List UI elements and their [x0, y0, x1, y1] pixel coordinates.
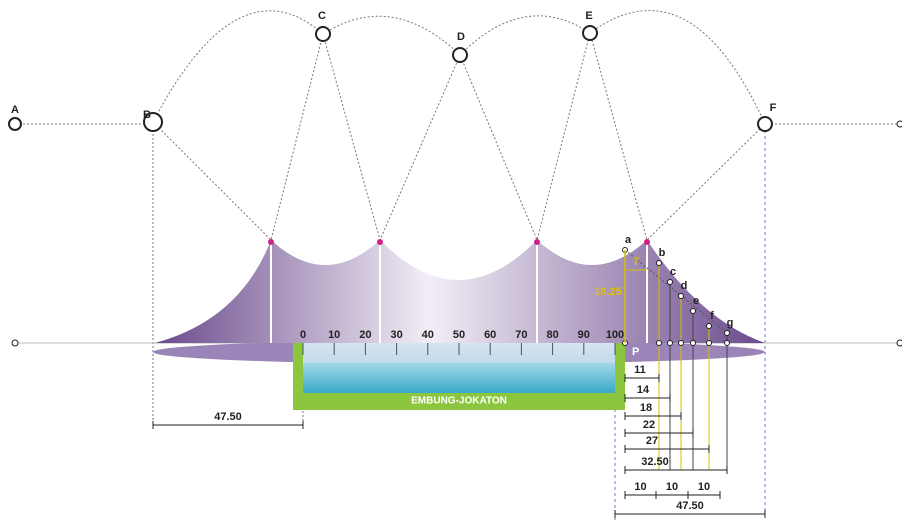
- diag: [624, 249, 728, 334]
- bottom-dim-label: 47.50: [676, 500, 704, 512]
- base-point: [706, 340, 712, 346]
- sub-label: b: [659, 247, 666, 259]
- scale-label: 30: [390, 329, 402, 341]
- sub-point: [724, 330, 730, 336]
- node: [143, 112, 163, 132]
- end-point: [896, 120, 902, 128]
- node: [8, 117, 22, 131]
- sub-label: d: [681, 280, 688, 292]
- node-label: E: [585, 10, 592, 22]
- left-dim-label: 47.50: [214, 411, 242, 423]
- node-label: A: [11, 104, 19, 116]
- scale-label: 70: [515, 329, 527, 341]
- node-label: C: [318, 10, 326, 22]
- scale-label: 90: [578, 329, 590, 341]
- stack-dim-label: 27: [646, 435, 658, 447]
- sub-point: [706, 323, 712, 329]
- scale-label: 40: [422, 329, 434, 341]
- spacing-dim-label: 10: [666, 481, 678, 493]
- sub-point: [656, 260, 662, 266]
- node-label: F: [770, 102, 777, 114]
- spacing-dim-label: 10: [698, 481, 710, 493]
- base-point: [724, 340, 730, 346]
- scale-label: 100: [606, 329, 624, 341]
- poles: [270, 240, 648, 343]
- sub-point: [667, 279, 673, 285]
- base-point: [678, 340, 684, 346]
- scale-label: 80: [546, 329, 558, 341]
- node: [582, 25, 598, 41]
- stack-dim-label: 22: [643, 419, 655, 431]
- sub-label: a: [625, 234, 632, 246]
- node: [315, 26, 331, 42]
- scale-label: 0: [300, 329, 306, 341]
- membrane: [155, 240, 765, 343]
- base-point: [656, 340, 662, 346]
- sub-point: [678, 293, 684, 299]
- node-label: B: [143, 109, 151, 121]
- scale-label: 20: [359, 329, 371, 341]
- end-point: [11, 339, 19, 347]
- scale-label: 50: [453, 329, 465, 341]
- pole-tips: [268, 239, 650, 245]
- base-point: [690, 340, 696, 346]
- stack-dim-label: 14: [637, 384, 650, 396]
- sub-point: [690, 308, 696, 314]
- pond-label: EMBUNG-JOKATON: [411, 396, 507, 407]
- scale-label: 10: [328, 329, 340, 341]
- stack-dim-label: 18: [640, 402, 652, 414]
- stack-dim-label: 32.50: [641, 456, 669, 468]
- end-point: [896, 339, 902, 347]
- scale-label: 60: [484, 329, 496, 341]
- stack-dim-label: 11: [634, 364, 646, 376]
- sub-label: e: [693, 295, 699, 307]
- spacing-dim-label: 10: [634, 481, 646, 493]
- node-label: D: [457, 31, 465, 43]
- node: [452, 47, 468, 63]
- sub-label: c: [670, 266, 676, 278]
- base-point: [667, 340, 673, 346]
- node: [757, 116, 773, 132]
- sub-label: f: [710, 310, 714, 322]
- height-label: 18.25: [594, 286, 622, 298]
- offset-label: 7: [633, 256, 639, 268]
- sub-label: g: [727, 317, 734, 329]
- cables: [15, 10, 900, 520]
- p-label: P: [632, 346, 639, 358]
